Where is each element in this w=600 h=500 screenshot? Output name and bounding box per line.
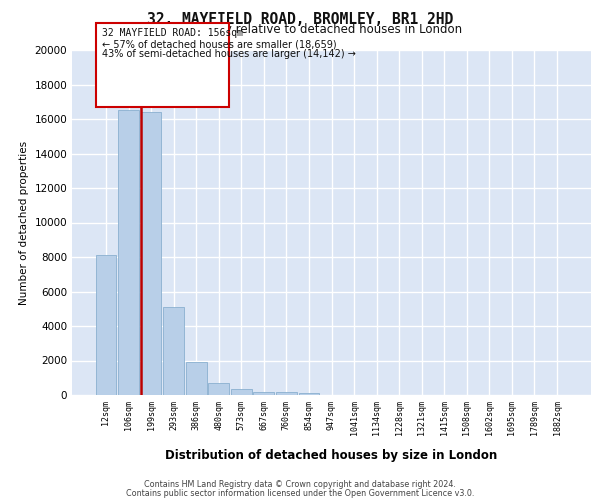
Bar <box>140 112 161 395</box>
Bar <box>163 307 184 395</box>
Text: ← 57% of detached houses are smaller (18,659): ← 57% of detached houses are smaller (18… <box>101 39 336 49</box>
Text: 32, MAYFIELD ROAD, BROMLEY, BR1 2HD: 32, MAYFIELD ROAD, BROMLEY, BR1 2HD <box>147 12 453 28</box>
Text: Contains public sector information licensed under the Open Government Licence v3: Contains public sector information licen… <box>126 488 474 498</box>
Bar <box>208 383 229 395</box>
Bar <box>299 394 319 395</box>
Y-axis label: Number of detached properties: Number of detached properties <box>19 140 29 304</box>
Text: Size of property relative to detached houses in London: Size of property relative to detached ho… <box>138 22 462 36</box>
X-axis label: Distribution of detached houses by size in London: Distribution of detached houses by size … <box>166 449 497 462</box>
Bar <box>118 110 139 395</box>
Bar <box>95 256 116 395</box>
Bar <box>186 362 206 395</box>
Text: Contains HM Land Registry data © Crown copyright and database right 2024.: Contains HM Land Registry data © Crown c… <box>144 480 456 489</box>
Bar <box>253 392 274 395</box>
Text: 32 MAYFIELD ROAD: 156sqm: 32 MAYFIELD ROAD: 156sqm <box>101 28 242 38</box>
Text: 43% of semi-detached houses are larger (14,142) →: 43% of semi-detached houses are larger (… <box>101 49 355 59</box>
Bar <box>276 392 297 395</box>
Bar <box>231 389 251 395</box>
